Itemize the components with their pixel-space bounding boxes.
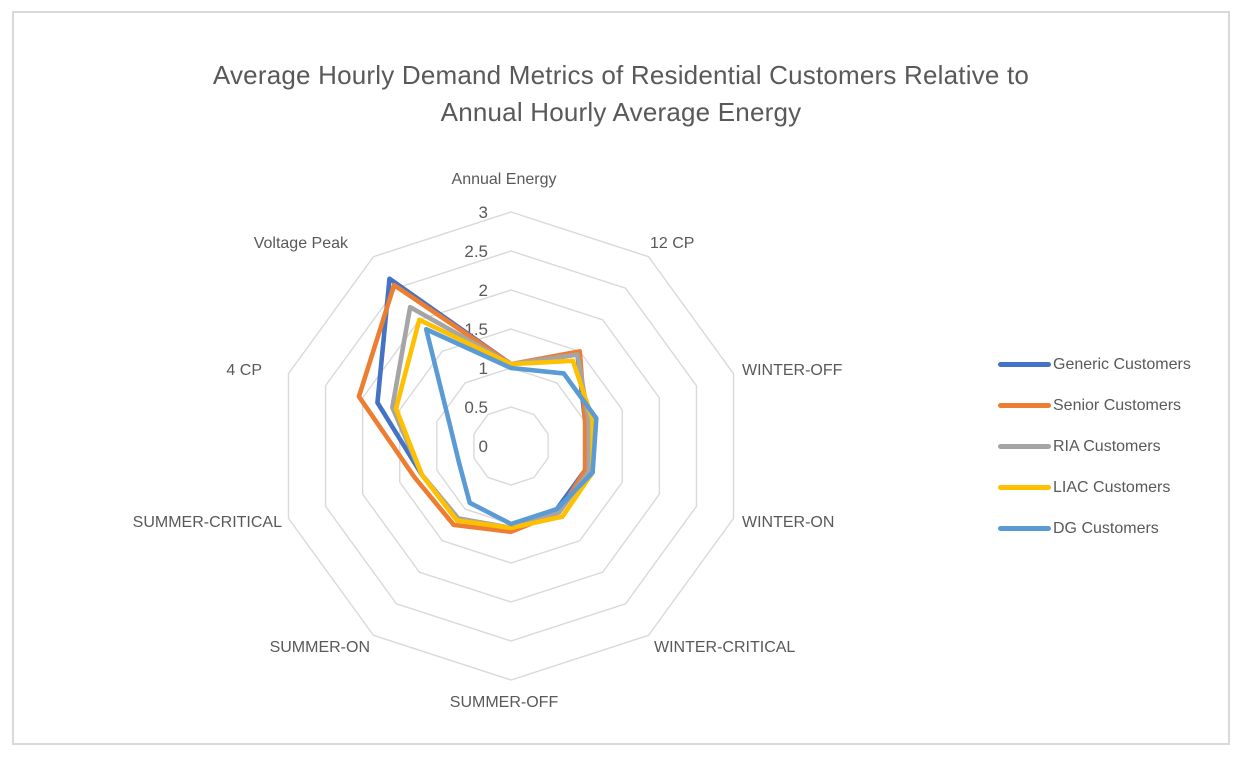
legend-swatch bbox=[998, 444, 1051, 449]
axis-label-summer-critical: SUMMER-CRITICAL bbox=[133, 514, 282, 531]
grid-ring-2.5 bbox=[324, 250, 698, 642]
radial-tick-label-0.5: 0.5 bbox=[464, 398, 488, 417]
axis-label-summer-on: SUMMER-ON bbox=[270, 639, 370, 656]
series-line-ria-customers bbox=[390, 304, 592, 531]
grid-ring-0.5 bbox=[473, 406, 549, 486]
radial-tick-label-1: 1 bbox=[479, 359, 488, 378]
radial-tick-label-3: 3 bbox=[479, 203, 488, 222]
legend-swatch bbox=[998, 403, 1051, 408]
legend-item: RIA Customers bbox=[998, 426, 1191, 467]
grid-ring-1.5 bbox=[399, 328, 623, 564]
legend-label: Senior Customers bbox=[1053, 396, 1182, 414]
series-line-liac-customers bbox=[393, 317, 595, 531]
legend-item: Generic Customers bbox=[998, 344, 1191, 385]
axis-label-winter-off: WINTER-OFF bbox=[742, 362, 843, 379]
axis-label-winter-on: WINTER-ON bbox=[742, 514, 834, 531]
grid-ring-3 bbox=[287, 211, 735, 681]
radial-tick-label-2: 2 bbox=[479, 281, 488, 300]
axis-label-winter-critical: WINTER-CRITICAL bbox=[654, 639, 795, 656]
radial-tick-label-2.5: 2.5 bbox=[464, 242, 488, 261]
legend-swatch bbox=[998, 485, 1051, 490]
chart-title-line1: Average Hourly Demand Metrics of Residen… bbox=[212, 60, 1030, 90]
legend-item: DG Customers bbox=[998, 508, 1191, 549]
axis-label-12-cp: 12 CP bbox=[650, 235, 694, 252]
legend-label: LIAC Customers bbox=[1053, 478, 1171, 496]
series-line-dg-customers bbox=[423, 326, 599, 527]
legend-item: Senior Customers bbox=[998, 385, 1191, 426]
legend-label: Generic Customers bbox=[1053, 355, 1191, 373]
legend-label: DG Customers bbox=[1053, 519, 1159, 537]
axis-label-summer-off: SUMMER-OFF bbox=[450, 694, 559, 711]
legend-label: RIA Customers bbox=[1053, 437, 1161, 455]
legend-item: LIAC Customers bbox=[998, 467, 1191, 508]
chart-title-line2: Annual Hourly Average Energy bbox=[440, 97, 802, 127]
chart-frame: Average Hourly Demand Metrics of Residen… bbox=[12, 11, 1230, 745]
axis-label-annual-energy: Annual Energy bbox=[452, 171, 557, 188]
legend-swatch bbox=[998, 362, 1051, 367]
chart-title: Average Hourly Demand Metrics of Residen… bbox=[14, 57, 1228, 131]
legend: Generic Customers Senior Customers RIA C… bbox=[998, 344, 1191, 549]
axis-label-voltage-peak: Voltage Peak bbox=[254, 235, 349, 252]
axis-label-4-cp: 4 CP bbox=[226, 362, 262, 379]
radial-tick-label-0: 0 bbox=[479, 437, 488, 456]
legend-swatch bbox=[998, 526, 1051, 531]
